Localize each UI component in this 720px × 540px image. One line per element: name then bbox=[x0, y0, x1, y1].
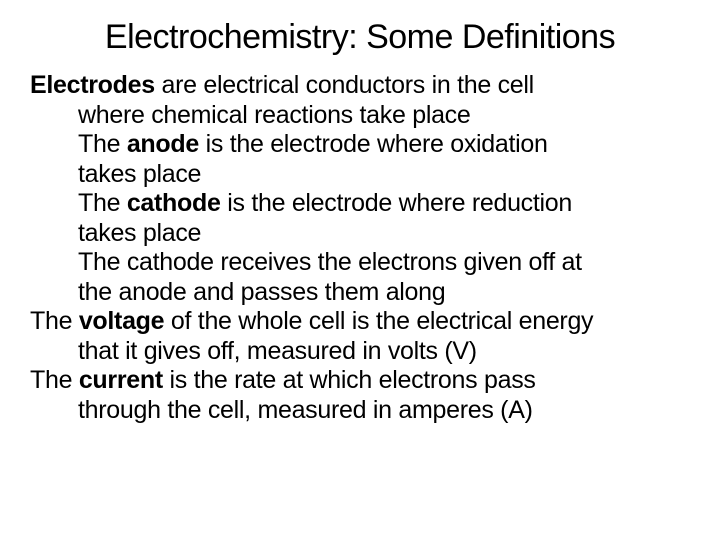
paragraph-1-line-1: Electrodes are electrical conductors in … bbox=[30, 71, 690, 101]
term-anode: anode bbox=[127, 130, 199, 158]
paragraph-4-line-2: the anode and passes them along bbox=[30, 278, 690, 308]
text-segment: are electrical conductors in the cell bbox=[155, 71, 534, 99]
paragraph-1-line-2: where chemical reactions take place bbox=[30, 101, 690, 131]
paragraph-3-line-2: takes place bbox=[30, 219, 690, 249]
text-segment: is the electrode where reduction bbox=[221, 189, 572, 217]
paragraph-6-line-2: through the cell, measured in amperes (A… bbox=[30, 396, 690, 426]
text-segment: The bbox=[30, 307, 79, 335]
term-electrodes: Electrodes bbox=[30, 71, 155, 99]
slide-title: Electrochemistry: Some Definitions bbox=[30, 18, 690, 57]
text-segment: The bbox=[78, 130, 127, 158]
text-segment: The bbox=[78, 189, 127, 217]
paragraph-5-line-2: that it gives off, measured in volts (V) bbox=[30, 337, 690, 367]
term-voltage: voltage bbox=[79, 307, 164, 335]
text-segment: is the rate at which electrons pass bbox=[163, 366, 536, 394]
paragraph-5-line-1: The voltage of the whole cell is the ele… bbox=[30, 307, 690, 337]
term-current: current bbox=[79, 366, 163, 394]
term-cathode: cathode bbox=[127, 189, 221, 217]
slide-body: Electrodes are electrical conductors in … bbox=[30, 71, 690, 425]
paragraph-3-line-1: The cathode is the electrode where reduc… bbox=[30, 189, 690, 219]
paragraph-2-line-2: takes place bbox=[30, 160, 690, 190]
text-segment: is the electrode where oxidation bbox=[199, 130, 548, 158]
paragraph-2-line-1: The anode is the electrode where oxidati… bbox=[30, 130, 690, 160]
text-segment: of the whole cell is the electrical ener… bbox=[164, 307, 593, 335]
paragraph-4-line-1: The cathode receives the electrons given… bbox=[30, 248, 690, 278]
text-segment: The bbox=[30, 366, 79, 394]
paragraph-6-line-1: The current is the rate at which electro… bbox=[30, 366, 690, 396]
